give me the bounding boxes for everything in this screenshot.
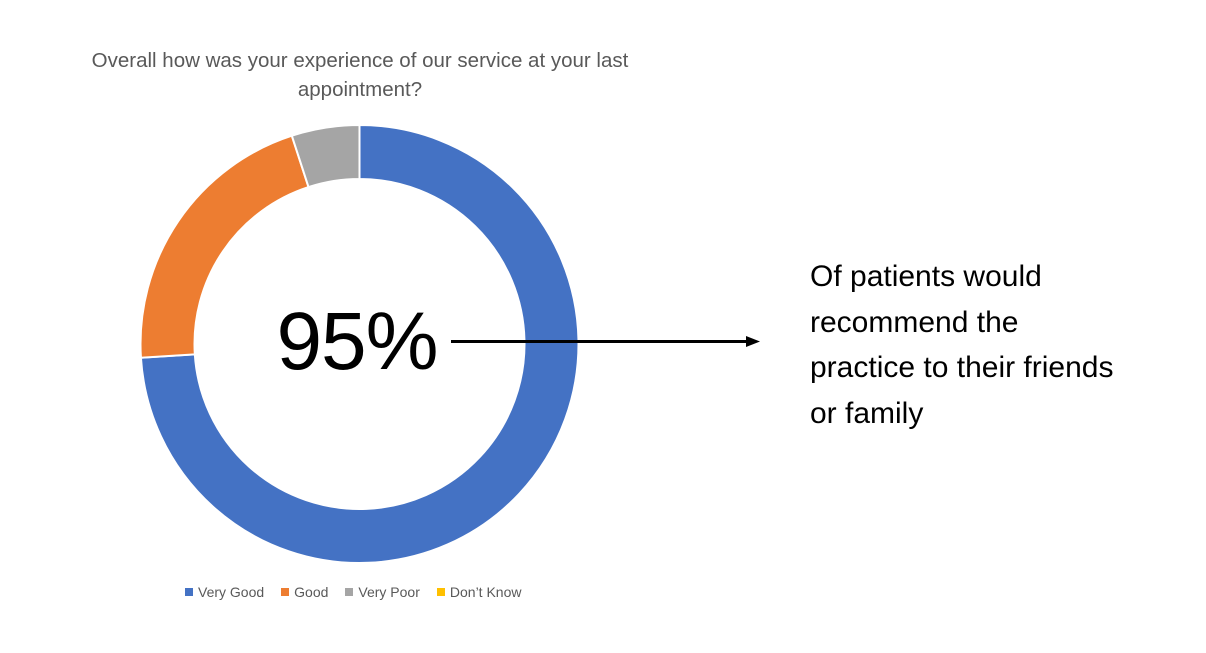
legend-swatch-icon: [436, 588, 445, 596]
legend-label: Very Poor: [358, 584, 420, 600]
legend-swatch-icon: [281, 588, 290, 596]
legend-item-dont-know: Don’t Know: [436, 584, 522, 600]
legend-label: Good: [294, 584, 329, 600]
legend-item-very-poor: Very Poor: [345, 584, 420, 600]
chart-legend: Very Good Good Very Poor Don’t Know: [185, 584, 521, 600]
callout-line: recommend the: [810, 305, 1019, 339]
callout-text: Of patients would recommend the practice…: [810, 254, 1200, 436]
legend-item-good: Good: [281, 584, 328, 600]
callout-arrow: [451, 336, 760, 347]
donut-slice-very-poor: [290, 123, 361, 189]
legend-swatch-icon: [345, 588, 354, 596]
legend-label: Don’t Know: [449, 584, 522, 600]
callout-line: or family: [810, 396, 924, 430]
legend-item-very-good: Very Good: [185, 584, 264, 600]
center-percentage-label: 95%: [276, 296, 438, 387]
donut-slices: [139, 123, 580, 564]
chart-title-line-1: Overall how was your experience of our s…: [91, 49, 629, 72]
legend-label: Very Good: [198, 584, 265, 600]
legend-swatch-icon: [185, 588, 193, 596]
chart-title: Overall how was your experience of our s…: [40, 46, 680, 104]
callout-line: practice to their friends: [810, 351, 1114, 384]
chart-title-line-2: appointment?: [297, 78, 423, 101]
callout-line: Of patients would: [810, 260, 1042, 293]
donut-slice-very-good: [139, 123, 580, 564]
